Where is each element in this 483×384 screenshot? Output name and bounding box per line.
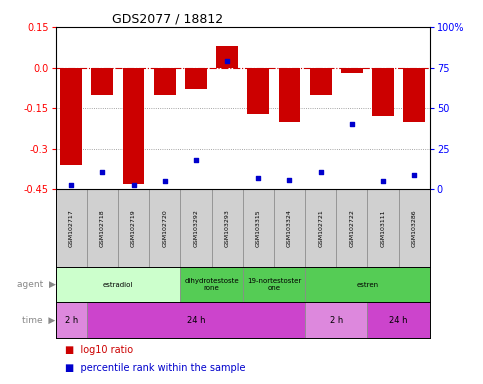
Point [285,177,293,183]
Text: GSM102719: GSM102719 [131,209,136,247]
Bar [60,68,82,165]
Bar [56,267,180,303]
Point [379,178,387,184]
Text: 2 h: 2 h [330,316,343,324]
Text: time  ▶: time ▶ [22,316,56,324]
Text: GSM103324: GSM103324 [287,209,292,247]
Text: ■  percentile rank within the sample: ■ percentile rank within the sample [65,363,246,373]
Point [317,169,325,175]
Point [348,121,356,127]
Bar [398,189,430,267]
Bar [310,68,332,94]
Bar [185,68,207,89]
Text: GSM102718: GSM102718 [100,209,105,247]
Text: GSM102720: GSM102720 [162,209,167,247]
Bar [305,267,430,303]
Bar [180,267,242,303]
Bar [403,68,425,122]
Text: GSM103111: GSM103111 [381,210,385,247]
Bar [149,189,180,267]
Text: GSM102721: GSM102721 [318,209,323,247]
Bar [123,68,144,184]
Point [161,178,169,184]
Point [223,58,231,64]
Text: 24 h: 24 h [186,316,205,324]
Bar [87,189,118,267]
Text: GDS2077 / 18812: GDS2077 / 18812 [112,13,223,26]
Bar [305,303,368,338]
Text: ■  log10 ratio: ■ log10 ratio [65,344,133,355]
Text: GSM103286: GSM103286 [412,209,417,247]
Bar [216,46,238,68]
Bar [372,68,394,116]
Text: estren: estren [356,282,379,288]
Point [129,182,137,188]
Point [255,175,262,181]
Text: estradiol: estradiol [103,282,133,288]
Text: GSM103315: GSM103315 [256,209,261,247]
Text: GSM103293: GSM103293 [225,209,229,247]
Text: GSM103292: GSM103292 [193,209,199,247]
Bar [305,189,336,267]
Bar [212,189,242,267]
Bar [368,303,430,338]
Bar [242,189,274,267]
Text: 2 h: 2 h [65,316,78,324]
Text: agent  ▶: agent ▶ [17,280,56,289]
Point [67,182,75,188]
Bar [56,189,87,267]
Bar [341,68,363,73]
Bar [118,189,149,267]
Point [99,169,106,175]
Bar [91,68,113,94]
Bar [56,303,87,338]
Bar [242,267,305,303]
Bar [87,303,305,338]
Bar [180,189,212,267]
Text: 19-nortestoster
one: 19-nortestoster one [247,278,301,291]
Text: dihydrotestoste
rone: dihydrotestoste rone [184,278,239,291]
Bar [279,68,300,122]
Bar [247,68,269,114]
Point [411,172,418,178]
Text: GSM102717: GSM102717 [69,209,73,247]
Bar [368,189,398,267]
Bar [336,189,368,267]
Text: GSM102722: GSM102722 [349,209,355,247]
Bar [274,189,305,267]
Bar [154,68,176,94]
Point [192,157,200,163]
Text: 24 h: 24 h [389,316,408,324]
